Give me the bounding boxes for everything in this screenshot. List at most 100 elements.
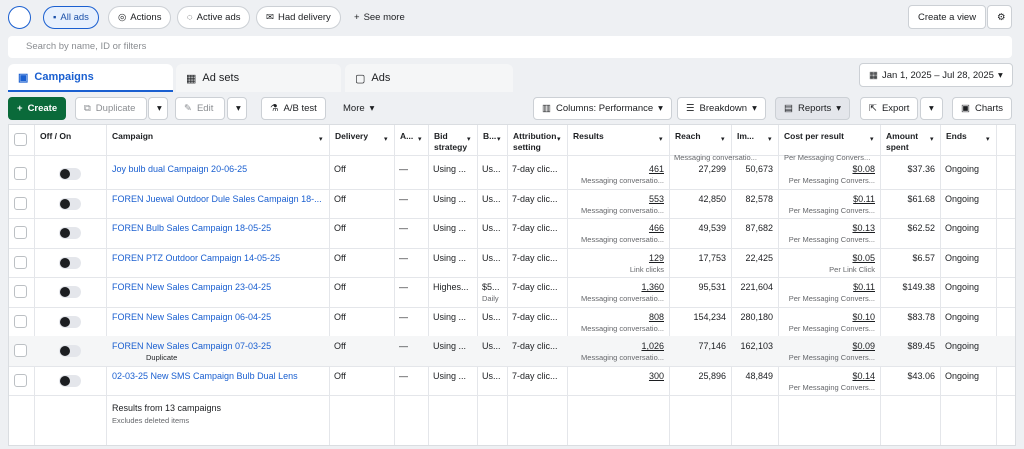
campaign-name[interactable]: FOREN PTZ Outdoor Campaign 14-05-25	[112, 252, 281, 263]
cost-type: Per Messaging Convers...	[788, 176, 875, 185]
dropdown[interactable]: ▾	[227, 97, 247, 120]
cost-per-result: $0.08	[852, 164, 875, 174]
column-header[interactable]: Cost per result	[784, 131, 844, 141]
row-checkbox[interactable]	[14, 167, 27, 180]
reports-button[interactable]: ▤ Reports ▾	[775, 97, 851, 120]
bid-strategy: Using ...	[433, 311, 467, 322]
amount-spent: $62.52	[907, 223, 935, 233]
see-more[interactable]: + See more	[354, 12, 405, 23]
toggle[interactable]	[59, 227, 81, 239]
campaign-name[interactable]: FOREN New Sales Campaign 06-04-25	[112, 311, 272, 322]
cost-type: Per Messaging Convers...	[788, 205, 875, 215]
column-header[interactable]: Results	[573, 131, 604, 141]
impressions: 280,180	[740, 311, 773, 322]
campaign-name[interactable]: FOREN Bulb Sales Campaign 18-05-25	[112, 223, 272, 233]
toggle[interactable]	[59, 315, 81, 328]
column-header[interactable]: Off / On	[40, 131, 72, 141]
reach: 17,753	[698, 252, 726, 263]
toggle[interactable]	[59, 197, 81, 210]
search-icon[interactable]	[8, 6, 31, 29]
reach: 154,234	[693, 311, 726, 322]
filter-all-ads[interactable]: ▪ All ads	[43, 6, 99, 29]
attribution: 7-day clic...	[512, 370, 558, 381]
create-view[interactable]: Create a view	[908, 5, 987, 29]
tab-ads[interactable]: ▢ Ads	[345, 64, 513, 92]
label: More	[343, 103, 365, 114]
breakdown-button[interactable]: ☰ Breakdown ▾	[677, 97, 766, 120]
row-checkbox[interactable]	[14, 226, 27, 239]
row-checkbox[interactable]	[14, 255, 27, 269]
ends: Ongoing	[945, 282, 980, 292]
columns-button[interactable]: ▥ Columns: Performance ▾	[533, 97, 672, 120]
sort-icon: ▾	[418, 136, 422, 143]
column-header[interactable]: Im...	[737, 131, 755, 141]
row-duplicate[interactable]: Duplicate	[146, 353, 178, 362]
filter-actions[interactable]: ◎ Actions	[108, 6, 172, 29]
campaign-name[interactable]: FOREN Juewal Outdoor Dule Sales Campaign…	[112, 193, 322, 204]
a-column: —	[399, 164, 408, 174]
create-button[interactable]: + Create	[8, 97, 67, 120]
row-divider	[9, 306, 1015, 308]
amount-spent: $83.78	[907, 311, 935, 322]
label: Ads	[371, 72, 391, 84]
column-header[interactable]: Attribution setting	[513, 131, 557, 152]
column-header[interactable]: Reach	[675, 131, 701, 141]
search-box[interactable]: Search by name, ID or filters	[8, 36, 1012, 58]
column-divider	[731, 125, 732, 445]
attribution: 7-day clic...	[512, 252, 558, 263]
column-divider	[996, 125, 997, 445]
attribution: 7-day clic...	[512, 282, 558, 292]
attribution: 7-day clic...	[512, 311, 558, 322]
toggle[interactable]	[59, 374, 81, 387]
sort-icon: ▾	[659, 136, 663, 143]
toggle[interactable]	[59, 286, 81, 298]
cost-per-result: $0.09	[852, 341, 875, 351]
label: Had delivery	[277, 12, 331, 23]
column-divider	[778, 125, 779, 445]
row-checkbox[interactable]	[14, 285, 27, 298]
attribution: 7-day clic...	[512, 341, 558, 351]
column-divider	[329, 125, 330, 445]
toggle[interactable]	[59, 256, 81, 269]
duplicate-button[interactable]: ⧉ Duplicate	[75, 97, 147, 120]
label: Jan 1, 2025 – Jul 28, 2025	[881, 69, 994, 81]
tab-campaigns[interactable]: ▣ Campaigns	[8, 64, 173, 92]
results: 461	[648, 164, 664, 174]
dropdown[interactable]: ▾	[920, 97, 943, 120]
filter-had-delivery[interactable]: ✉ Had delivery	[256, 6, 341, 29]
export-button[interactable]: ⇱ Export	[860, 97, 919, 120]
row-divider	[9, 247, 1015, 249]
delivery: Off	[334, 282, 346, 292]
select-all-checkbox[interactable]	[14, 133, 27, 146]
row-checkbox[interactable]	[14, 344, 27, 357]
filter-active-ads[interactable]: ◌ Active ads	[177, 6, 251, 29]
footer-summary: Results from 13 campaigns	[112, 403, 222, 413]
toggle[interactable]	[59, 345, 81, 357]
column-header[interactable]: Campaign	[112, 131, 154, 141]
more-button[interactable]: More ▾	[343, 103, 375, 114]
row-checkbox[interactable]	[14, 196, 27, 210]
settings-button[interactable]: ⚙	[987, 5, 1012, 29]
tab-ad-sets[interactable]: ▦ Ad sets	[176, 64, 341, 92]
date-range[interactable]: ▦ Jan 1, 2025 – Jul 28, 2025 ▾	[859, 63, 1013, 87]
column-header[interactable]: Delivery	[335, 131, 369, 141]
ab-test-button[interactable]: ⚗ A/B test	[261, 97, 326, 120]
column-header[interactable]: Amount spent	[886, 131, 919, 152]
toggle[interactable]	[59, 168, 81, 180]
column-header[interactable]: Bid strategy	[434, 131, 468, 152]
charts-button[interactable]: ▣ Charts	[952, 97, 1012, 120]
dropdown[interactable]: ▾	[148, 97, 168, 120]
column-header[interactable]: B...	[483, 131, 497, 141]
reach: 49,539	[698, 223, 726, 233]
campaign-name[interactable]: FOREN New Sales Campaign 23-04-25	[112, 282, 272, 292]
column-header[interactable]: A...	[400, 131, 414, 141]
campaign-name[interactable]: Joy bulb dual Campaign 20-06-25	[112, 164, 248, 174]
campaign-name[interactable]: 02-03-25 New SMS Campaign Bulb Dual Lens	[112, 370, 298, 381]
impressions: 87,682	[745, 223, 773, 233]
column-header[interactable]: Ends	[946, 131, 967, 141]
row-checkbox[interactable]	[14, 373, 27, 387]
campaign-name[interactable]: FOREN New Sales Campaign 07-03-25	[112, 341, 272, 351]
row-checkbox[interactable]	[14, 314, 27, 328]
edit-button[interactable]: ✎ Edit	[175, 97, 225, 120]
bid-strategy: Using ...	[433, 223, 467, 233]
